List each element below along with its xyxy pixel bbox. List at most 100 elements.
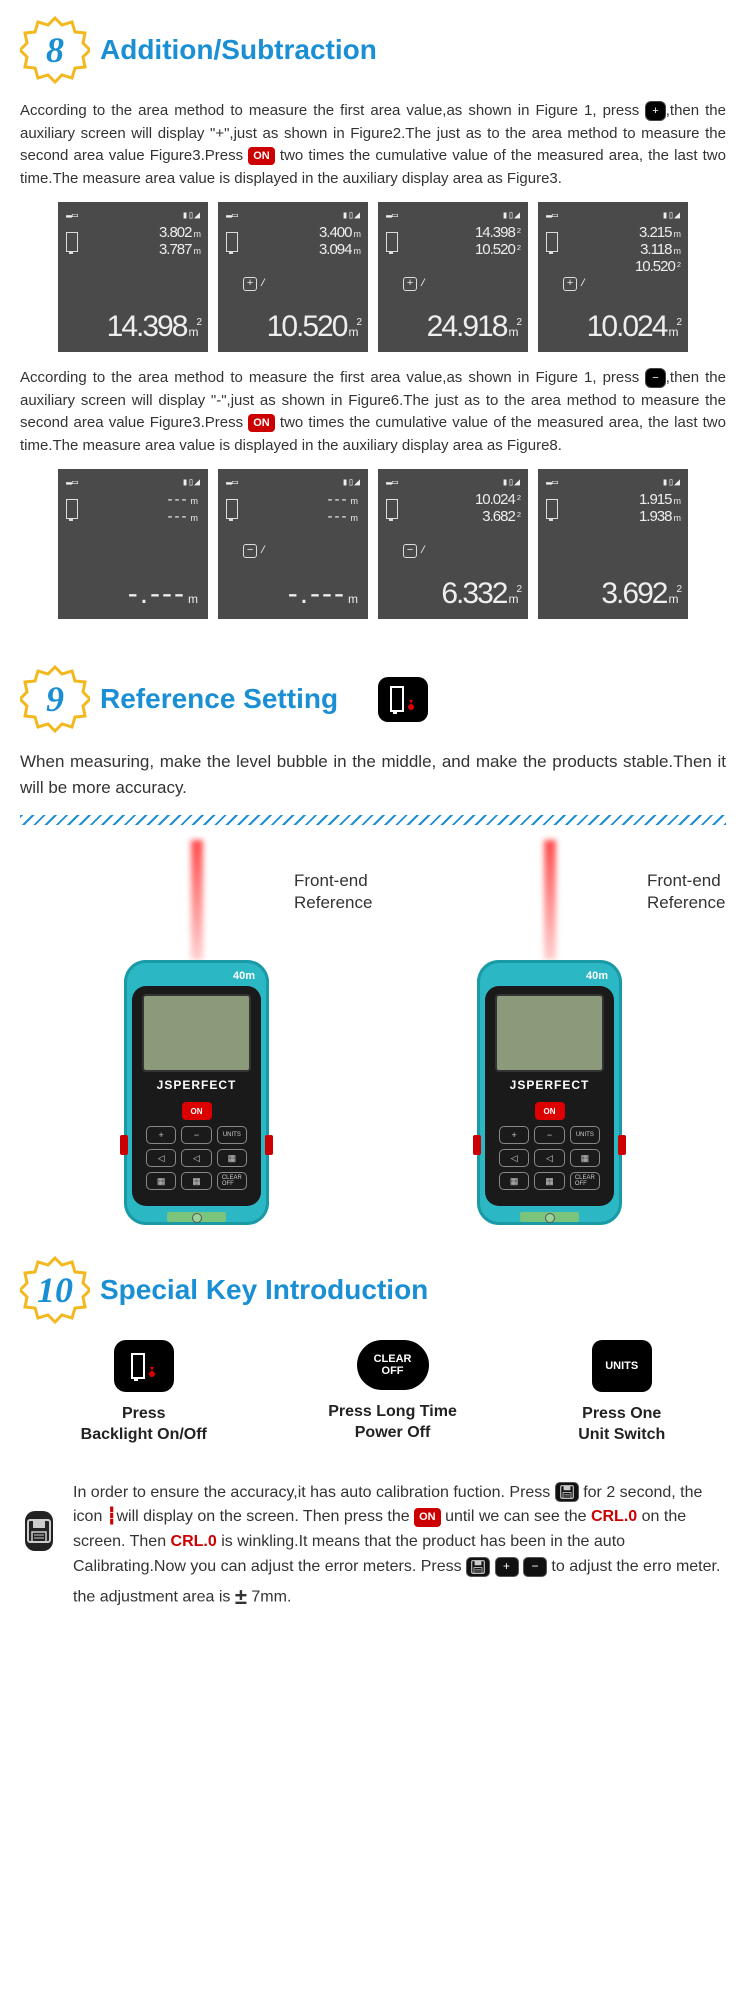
lcd-main-value: 10.024m2 <box>546 310 680 344</box>
lcd-screen: ▬▭▮▯◢ 10.0242 3.6822 −/ 6.332m2 <box>378 469 528 619</box>
plus-minus-icon: ± <box>235 1584 247 1609</box>
on-button-icon: ON <box>248 414 275 433</box>
key-column: CLEAR OFF Press Long Time Power Off <box>328 1340 457 1446</box>
lcd-main-value: 24.918m2 <box>386 310 520 344</box>
device-key: + <box>499 1126 529 1144</box>
reference-label: Front-end Reference <box>294 870 372 914</box>
lcd-reference-icon <box>226 499 238 519</box>
lcd-screen: ▬▭▮▯◢ 14.3982 10.5202 +/ 24.918m2 <box>378 202 528 352</box>
lcd-main-value: 6.332m2 <box>386 577 520 611</box>
laser-beam <box>544 840 556 960</box>
para-addition: According to the area method to measure … <box>20 100 726 190</box>
calibration-text: In order to ensure the accuracy,it has a… <box>73 1481 721 1614</box>
save-button-icon <box>466 1557 490 1577</box>
heading-row: 10 Special Key Introduction <box>20 1255 726 1325</box>
section-addition-subtraction: 8 Addition/Subtraction According to the … <box>0 0 746 649</box>
text: the adjustment area is <box>73 1588 230 1605</box>
device-key: ▦ <box>181 1172 211 1190</box>
device-key: UNITS <box>570 1126 600 1144</box>
device-range-label: 40m <box>132 968 261 986</box>
device-brand: JSPERFECT <box>142 1078 251 1092</box>
badge-number: 10 <box>37 1269 73 1311</box>
text: to adjust the erro meter. <box>551 1558 720 1575</box>
crl-text: CRL.0 <box>171 1533 217 1550</box>
lcd-aux-values: 1.915m 1.938m <box>546 492 680 524</box>
minus-button-icon: − <box>523 1557 547 1577</box>
device-key: CLEAR OFF <box>217 1172 247 1190</box>
device-screen <box>142 994 251 1072</box>
text: will display on the screen. Then press t… <box>116 1508 409 1525</box>
lcd-status-bar: ▬▭▮▯◢ <box>546 477 680 489</box>
device-keypad: +−UNITS◁◁▦▦▦CLEAR OFF <box>142 1126 251 1190</box>
device-key: ◁ <box>181 1149 211 1167</box>
lcd-reference-icon <box>546 232 558 252</box>
device-side-button <box>265 1135 273 1155</box>
lcd-screen: ▬▭▮▯◢ 3.802m 3.787m 14.398m2 <box>58 202 208 352</box>
plus-button-icon: + <box>495 1557 519 1577</box>
device-key: CLEAR OFF <box>570 1172 600 1190</box>
badge-8: 8 <box>20 15 90 85</box>
lcd-main-value: 14.398m2 <box>66 310 200 344</box>
device-column: Front-end Reference 40m JSPERFECT ON +−U… <box>477 840 622 1225</box>
device-key: ▦ <box>570 1149 600 1167</box>
lcd-screen: ▬▭▮▯◢ ---m ---m -.---m <box>58 469 208 619</box>
key-label: Press Backlight On/Off <box>81 1404 207 1446</box>
lcd-operator-icon: +/ <box>243 277 257 291</box>
wavy-divider <box>20 815 726 825</box>
device-key: − <box>534 1126 564 1144</box>
lcd-aux-values: 3.802m 3.787m <box>66 225 200 257</box>
text: According to the area method to measure … <box>20 369 639 386</box>
lcd-row-subtraction: ▬▭▮▯◢ ---m ---m -.---m ▬▭▮▯◢ ---m ---m −… <box>20 469 726 619</box>
heading-title: Addition/Subtraction <box>100 34 377 66</box>
section-special-key: 10 Special Key Introduction Press Backli… <box>0 1240 746 1461</box>
device-key: ◁ <box>499 1149 529 1167</box>
lcd-main-value: 3.692m2 <box>546 577 680 611</box>
device-screen <box>495 994 604 1072</box>
lcd-main-value: 10.520m2 <box>226 310 360 344</box>
heading-row: 9 Reference Setting <box>20 664 726 734</box>
lcd-status-bar: ▬▭▮▯◢ <box>66 210 200 222</box>
badge-10: 10 <box>20 1255 90 1325</box>
heading-title: Special Key Introduction <box>100 1274 428 1306</box>
clear-off-key-icon: CLEAR OFF <box>357 1340 429 1390</box>
key-column: Press Backlight On/Off <box>81 1340 207 1446</box>
crl-text: CRL.0 <box>591 1508 637 1525</box>
lcd-screen: ▬▭▮▯◢ 3.215m 3.118m10.5202 +/ 10.024m2 <box>538 202 688 352</box>
device-keypad: +−UNITS◁◁▦▦▦CLEAR OFF <box>495 1126 604 1190</box>
device-illustration: 40m JSPERFECT ON +−UNITS◁◁▦▦▦CLEAR OFF <box>477 960 622 1225</box>
para-subtraction: According to the area method to measure … <box>20 367 726 457</box>
device-key: − <box>181 1126 211 1144</box>
special-keys-row: Press Backlight On/Off CLEAR OFF Press L… <box>20 1340 726 1446</box>
para-reference: When measuring, make the level bubble in… <box>20 749 726 800</box>
device-side-button <box>618 1135 626 1155</box>
lcd-aux-values: ---m ---m <box>66 492 200 524</box>
device-level-bubble <box>520 1212 579 1222</box>
lcd-status-bar: ▬▭▮▯◢ <box>386 210 520 222</box>
lcd-aux-values: 3.215m 3.118m10.5202 <box>546 225 680 274</box>
lcd-row-addition: ▬▭▮▯◢ 3.802m 3.787m 14.398m2 ▬▭▮▯◢ 3.400… <box>20 202 726 352</box>
lcd-aux-values: 14.3982 10.5202 <box>386 225 520 257</box>
lcd-aux-values: ---m ---m <box>226 492 360 524</box>
reference-label: Front-end Reference <box>647 870 725 914</box>
plus-button-icon: + <box>645 101 665 122</box>
lcd-status-bar: ▬▭▮▯◢ <box>546 210 680 222</box>
badge-number: 9 <box>46 678 64 720</box>
save-key-icon <box>25 1511 53 1551</box>
lcd-status-bar: ▬▭▮▯◢ <box>226 477 360 489</box>
text: According to the area method to measure … <box>20 102 639 119</box>
lcd-status-bar: ▬▭▮▯◢ <box>66 477 200 489</box>
key-label: Press Long Time Power Off <box>328 1402 457 1444</box>
devices-row: Front-end Reference 40m JSPERFECT ON +−U… <box>20 840 726 1225</box>
device-key: ◁ <box>534 1149 564 1167</box>
device-key: ▦ <box>534 1172 564 1190</box>
text: until we can see the <box>445 1508 586 1525</box>
lcd-status-bar: ▬▭▮▯◢ <box>386 477 520 489</box>
device-inner: JSPERFECT ON +−UNITS◁◁▦▦▦CLEAR OFF <box>485 986 614 1206</box>
device-range-label: 40m <box>485 968 614 986</box>
lcd-screen: ▬▭▮▯◢ ---m ---m −/ -.---m <box>218 469 368 619</box>
device-key: UNITS <box>217 1126 247 1144</box>
key-column: UNITS Press One Unit Switch <box>578 1340 665 1446</box>
device-inner: JSPERFECT ON +−UNITS◁◁▦▦▦CLEAR OFF <box>132 986 261 1206</box>
lcd-operator-icon: −/ <box>243 544 257 558</box>
lcd-reference-icon <box>386 499 398 519</box>
